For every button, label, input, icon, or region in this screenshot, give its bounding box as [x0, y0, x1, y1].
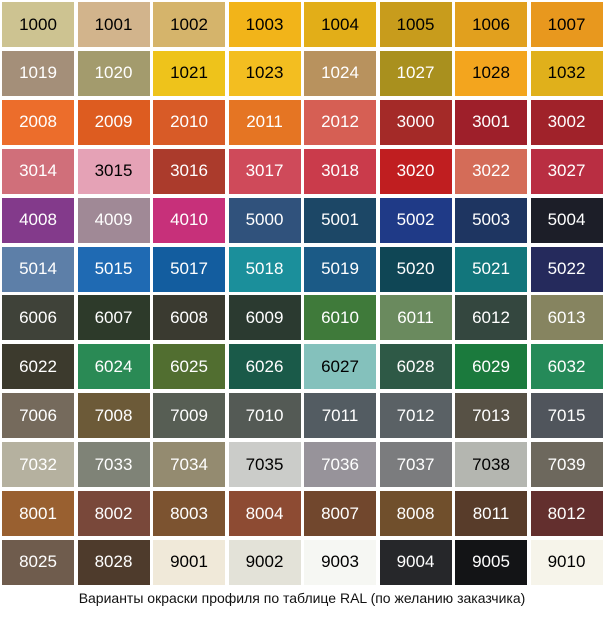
ral-swatch-5015: 5015	[77, 246, 150, 292]
ral-swatch-7008: 7008	[77, 393, 150, 439]
ral-swatch-8011: 8011	[455, 491, 527, 536]
ral-swatch-6028: 6028	[379, 344, 452, 390]
ral-swatch-7032: 7032	[2, 442, 74, 488]
ral-swatch-6012: 6012	[455, 295, 527, 341]
ral-swatch-6011: 6011	[379, 295, 452, 341]
ral-swatch-6029: 6029	[455, 344, 527, 390]
ral-swatch-6006: 6006	[2, 295, 74, 341]
ral-swatch-7011: 7011	[304, 393, 376, 439]
ral-swatch-8001: 8001	[2, 491, 74, 536]
ral-swatch-2008: 2008	[2, 99, 74, 145]
ral-swatch-6013: 6013	[530, 295, 603, 341]
ral-swatch-2011: 2011	[228, 99, 301, 145]
ral-swatch-1004: 1004	[304, 2, 376, 47]
ral-swatch-3017: 3017	[228, 148, 301, 194]
ral-swatch-2010: 2010	[153, 99, 225, 145]
ral-swatch-3015: 3015	[77, 148, 150, 194]
ral-swatch-5017: 5017	[153, 246, 225, 292]
ral-swatch-7039: 7039	[530, 442, 603, 488]
ral-swatch-3001: 3001	[455, 99, 527, 145]
ral-swatch-1002: 1002	[153, 2, 225, 47]
ral-swatch-9001: 9001	[153, 539, 225, 585]
ral-swatch-1021: 1021	[153, 50, 225, 96]
ral-swatch-1000: 1000	[2, 2, 74, 47]
ral-swatch-1003: 1003	[228, 2, 301, 47]
ral-swatch-4009: 4009	[77, 197, 150, 243]
ral-swatch-8012: 8012	[530, 491, 603, 536]
ral-swatch-9005: 9005	[455, 539, 527, 585]
ral-swatch-5018: 5018	[228, 246, 301, 292]
ral-swatch-3027: 3027	[530, 148, 603, 194]
ral-swatch-6009: 6009	[228, 295, 301, 341]
ral-swatch-5001: 5001	[304, 197, 376, 243]
ral-swatch-1007: 1007	[530, 2, 603, 47]
ral-swatch-1006: 1006	[455, 2, 527, 47]
ral-swatch-4010: 4010	[153, 197, 225, 243]
ral-swatch-5003: 5003	[455, 197, 527, 243]
ral-swatch-5021: 5021	[455, 246, 527, 292]
ral-swatch-2012: 2012	[304, 99, 376, 145]
ral-swatch-3016: 3016	[153, 148, 225, 194]
ral-swatch-8028: 8028	[77, 539, 150, 585]
ral-swatch-1023: 1023	[228, 50, 301, 96]
ral-swatch-3000: 3000	[379, 99, 452, 145]
ral-swatch-1001: 1001	[77, 2, 150, 47]
ral-swatch-7037: 7037	[379, 442, 452, 488]
ral-swatch-6008: 6008	[153, 295, 225, 341]
ral-swatch-1028: 1028	[455, 50, 527, 96]
ral-swatch-8003: 8003	[153, 491, 225, 536]
ral-swatch-9003: 9003	[304, 539, 376, 585]
ral-swatch-1024: 1024	[304, 50, 376, 96]
ral-swatch-9004: 9004	[379, 539, 452, 585]
ral-swatch-7015: 7015	[530, 393, 603, 439]
ral-swatch-9002: 9002	[228, 539, 301, 585]
ral-swatch-6024: 6024	[77, 344, 150, 390]
ral-swatch-6007: 6007	[77, 295, 150, 341]
ral-swatch-1032: 1032	[530, 50, 603, 96]
ral-swatch-9010: 9010	[530, 539, 603, 585]
ral-swatch-7010: 7010	[228, 393, 301, 439]
ral-swatch-5014: 5014	[2, 246, 74, 292]
ral-swatch-7035: 7035	[228, 442, 301, 488]
ral-swatch-6032: 6032	[530, 344, 603, 390]
ral-swatch-5020: 5020	[379, 246, 452, 292]
ral-swatch-7013: 7013	[455, 393, 527, 439]
ral-swatch-5022: 5022	[530, 246, 603, 292]
ral-swatch-5004: 5004	[530, 197, 603, 243]
ral-swatch-1005: 1005	[379, 2, 452, 47]
ral-swatch-4008: 4008	[2, 197, 74, 243]
ral-swatch-5000: 5000	[228, 197, 301, 243]
ral-swatch-2009: 2009	[77, 99, 150, 145]
ral-swatch-7038: 7038	[455, 442, 527, 488]
ral-swatch-7033: 7033	[77, 442, 150, 488]
ral-swatch-5002: 5002	[379, 197, 452, 243]
ral-swatch-6026: 6026	[228, 344, 301, 390]
ral-swatch-1019: 1019	[2, 50, 74, 96]
ral-swatch-3020: 3020	[379, 148, 452, 194]
ral-swatch-3014: 3014	[2, 148, 74, 194]
ral-swatch-6022: 6022	[2, 344, 74, 390]
ral-swatch-8025: 8025	[2, 539, 74, 585]
ral-swatch-3018: 3018	[304, 148, 376, 194]
ral-swatch-7009: 7009	[153, 393, 225, 439]
ral-swatch-7034: 7034	[153, 442, 225, 488]
ral-swatch-7012: 7012	[379, 393, 452, 439]
ral-swatch-8004: 8004	[228, 491, 301, 536]
ral-swatch-6010: 6010	[304, 295, 376, 341]
ral-swatch-5019: 5019	[304, 246, 376, 292]
ral-swatch-6025: 6025	[153, 344, 225, 390]
ral-swatch-1027: 1027	[379, 50, 452, 96]
ral-swatch-8002: 8002	[77, 491, 150, 536]
ral-swatch-3022: 3022	[455, 148, 527, 194]
ral-swatch-7006: 7006	[2, 393, 74, 439]
chart-caption: Варианты окраски профиля по таблице RAL …	[78, 590, 526, 606]
ral-swatch-1020: 1020	[77, 50, 150, 96]
ral-swatch-8007: 8007	[304, 491, 376, 536]
ral-swatch-8008: 8008	[379, 491, 452, 536]
ral-swatch-7036: 7036	[304, 442, 376, 488]
ral-swatch-3002: 3002	[530, 99, 603, 145]
ral-swatch-6027: 6027	[304, 344, 376, 390]
